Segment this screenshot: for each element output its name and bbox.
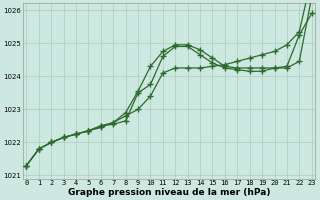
X-axis label: Graphe pression niveau de la mer (hPa): Graphe pression niveau de la mer (hPa) [68, 188, 270, 197]
